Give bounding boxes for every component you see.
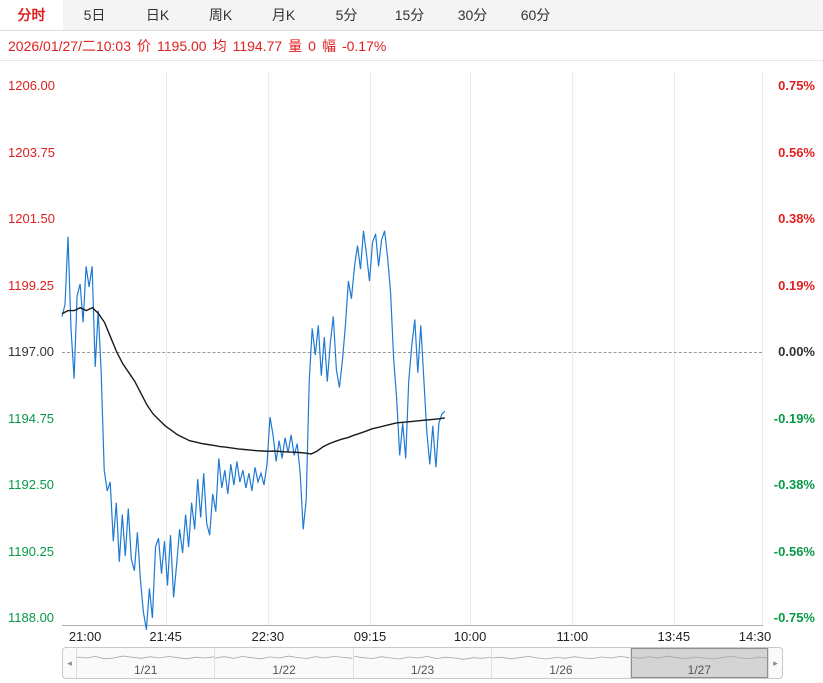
tab-月K[interactable]: 月K (271, 7, 296, 23)
time-share-chart: 1206.00 0.75% 1203.75 0.56% 1201.50 0.38% 1199… (0, 61, 823, 646)
navigator-date-label: 1/27 (687, 663, 711, 677)
navigator-date-label: 1/26 (549, 663, 573, 677)
navigator-section-1-22[interactable]: 1/22 (215, 648, 354, 678)
vertical-gridline (673, 71, 675, 625)
price-axis-label: 1197.00 (8, 344, 55, 359)
volume-value: 0 (308, 37, 316, 54)
time-axis-label: 21:00 (68, 629, 102, 644)
time-axis-label: 21:45 (149, 629, 182, 644)
tab-日K[interactable]: 日K (145, 7, 170, 23)
percent-axis-label: 0.56% (778, 144, 815, 160)
navigator-left-arrow-icon[interactable]: ◂ (63, 648, 77, 678)
change-label: 幅 (321, 37, 336, 54)
percent-axis-label: 0.19% (778, 277, 815, 293)
navigator-sparkline (353, 655, 492, 660)
price-axis-label: 1188.00 (8, 610, 55, 625)
vertical-gridline (267, 71, 269, 625)
tab-15分[interactable]: 15分 (394, 7, 425, 23)
navigator-section-1-23[interactable]: 1/23 (353, 648, 493, 678)
price-axis-label: 1206.00 (8, 78, 55, 93)
vertical-gridline (762, 71, 763, 625)
x-axis-line (62, 625, 763, 626)
change-value: -0.17% (341, 37, 387, 54)
percent-axis-label: -0.56% (773, 543, 815, 559)
vertical-gridline (470, 71, 472, 625)
navigator-sparkline (215, 655, 353, 660)
navigator-sparkline (492, 655, 630, 660)
navigator-date-label: 1/22 (272, 663, 296, 677)
vertical-gridline (370, 71, 371, 625)
time-axis-label: 14:30 (738, 629, 772, 644)
tab-60分[interactable]: 60分 (520, 7, 551, 23)
navigator-sparkline (77, 655, 215, 660)
avg-value: 1194.77 (232, 37, 283, 54)
navigator-sparkline (630, 655, 769, 660)
date-navigator: ◂ 1/21 1/22 1/23 1/26 1/27 ▸ (62, 647, 783, 679)
tab-5分[interactable]: 5分 (335, 7, 358, 23)
period-tabbar: 分时 5日 日K 周K 月K 5分 15分 30分 60分 (0, 0, 823, 31)
percent-axis-label: -0.19% (773, 410, 815, 426)
price-axis-label: 1199.25 (8, 277, 55, 293)
percent-axis-label: 0.00% (778, 344, 815, 359)
quote-info-bar: 2026/01/27/二10:03 价 1195.00 均 1194.77 量 … (0, 31, 823, 61)
navigator-sections: 1/21 1/22 1/23 1/26 1/27 (77, 648, 769, 678)
average-line (61, 306, 446, 455)
price-line (61, 230, 446, 630)
avg-label: 均 (212, 37, 227, 54)
tab-30分[interactable]: 30分 (457, 7, 488, 23)
vertical-gridline (165, 71, 167, 625)
navigator-date-label: 1/21 (134, 663, 158, 677)
prev-settle-baseline (62, 352, 762, 353)
time-axis-label: 13:45 (657, 629, 691, 644)
price-value: 1195.00 (157, 37, 207, 54)
tab-分时[interactable]: 分时 (0, 0, 63, 30)
price-label: 价 (137, 37, 151, 54)
time-axis-label: 09:15 (353, 629, 387, 644)
navigator-section-1-21[interactable]: 1/21 (77, 648, 216, 678)
price-axis-label: 1194.75 (8, 410, 55, 426)
tab-5日[interactable]: 5日 (83, 7, 106, 23)
percent-axis-label: 0.38% (778, 211, 815, 226)
time-axis-label: 22:30 (251, 629, 285, 644)
vertical-gridline (572, 71, 574, 625)
chart-plot (61, 230, 446, 630)
navigator-right-arrow-icon[interactable]: ▸ (768, 648, 782, 678)
percent-axis-label: -0.75% (773, 610, 815, 625)
navigator-section-1-27[interactable]: 1/27 (630, 648, 769, 678)
price-axis-label: 1201.50 (8, 211, 55, 226)
navigator-section-1-26[interactable]: 1/26 (492, 648, 631, 678)
time-axis-label: 10:00 (453, 629, 487, 644)
percent-axis-label: -0.38% (773, 477, 815, 492)
tab-周K[interactable]: 周K (208, 7, 233, 23)
navigator-date-label: 1/23 (410, 663, 435, 677)
price-axis-label: 1190.25 (8, 543, 55, 559)
volume-label: 量 (288, 37, 303, 54)
price-axis-label: 1203.75 (8, 144, 55, 160)
price-axis-label: 1192.50 (8, 477, 55, 492)
quote-datetime: 2026/01/27/二10:03 (8, 37, 131, 54)
percent-axis-label: 0.75% (778, 78, 815, 93)
time-axis-label: 11:00 (556, 629, 589, 644)
